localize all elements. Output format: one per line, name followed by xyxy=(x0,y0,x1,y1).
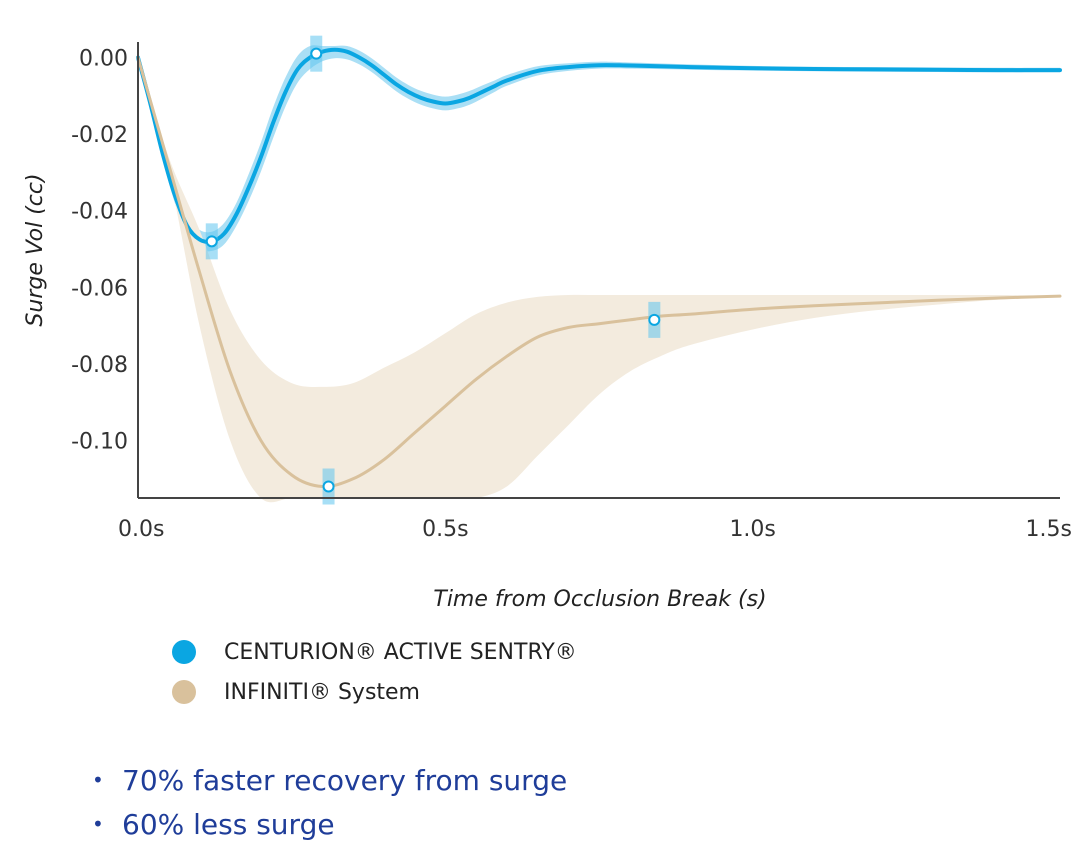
x-tick-label: 0.0s xyxy=(118,517,164,542)
legend: CENTURION® ACTIVE SENTRY® INFINITI® Syst… xyxy=(172,632,577,712)
legend-item-centurion: CENTURION® ACTIVE SENTRY® xyxy=(172,632,577,672)
benefits-list: • 70% faster recovery from surge • 60% l… xyxy=(92,758,567,846)
benefit-text: 70% faster recovery from surge xyxy=(122,763,568,797)
series-line-centurion xyxy=(136,47,1062,244)
legend-label-infiniti: INFINITI® System xyxy=(224,679,420,705)
confidence-band-infiniti xyxy=(138,57,1060,503)
bullet-dot: • xyxy=(92,812,104,836)
x-tick-label: 1.5s xyxy=(1026,517,1072,542)
y-tick-label: -0.06 xyxy=(71,276,128,301)
benefit-text: 60% less surge xyxy=(122,807,335,841)
y-tick-label: -0.02 xyxy=(71,123,128,148)
bullet-dot: • xyxy=(92,768,104,792)
legend-swatch-infiniti xyxy=(172,680,196,704)
x-tick-label: 1.0s xyxy=(729,517,775,542)
legend-item-infiniti: INFINITI® System xyxy=(172,672,577,712)
data-point-marker-centurion xyxy=(310,47,323,60)
benefit-item: • 60% less surge xyxy=(92,802,567,846)
x-axis-title: Time from Occlusion Break (s) xyxy=(433,587,766,612)
y-tick-label: 0.00 xyxy=(79,46,128,71)
y-axis-title: Surge Vol (cc) xyxy=(23,173,48,326)
x-tick-label: 0.5s xyxy=(422,517,468,542)
y-tick-label: -0.08 xyxy=(71,353,128,378)
legend-swatch-centurion xyxy=(172,640,196,664)
y-tick-label: -0.10 xyxy=(71,430,128,455)
confidence-band-centurion xyxy=(138,45,1060,252)
series-line-infiniti xyxy=(136,56,1062,489)
data-point-marker-centurion xyxy=(205,235,218,248)
data-point-marker-infiniti xyxy=(322,480,335,493)
benefit-item: • 70% faster recovery from surge xyxy=(92,758,567,802)
data-point-marker-infiniti xyxy=(648,313,661,326)
surge-volume-chart: 0.00 -0.02 -0.04 -0.06 -0.08 -0.10 0.0s 0.5s 1.0… xyxy=(23,35,1072,612)
legend-label-centurion: CENTURION® ACTIVE SENTRY® xyxy=(224,639,577,665)
y-tick-label: -0.04 xyxy=(71,200,128,225)
